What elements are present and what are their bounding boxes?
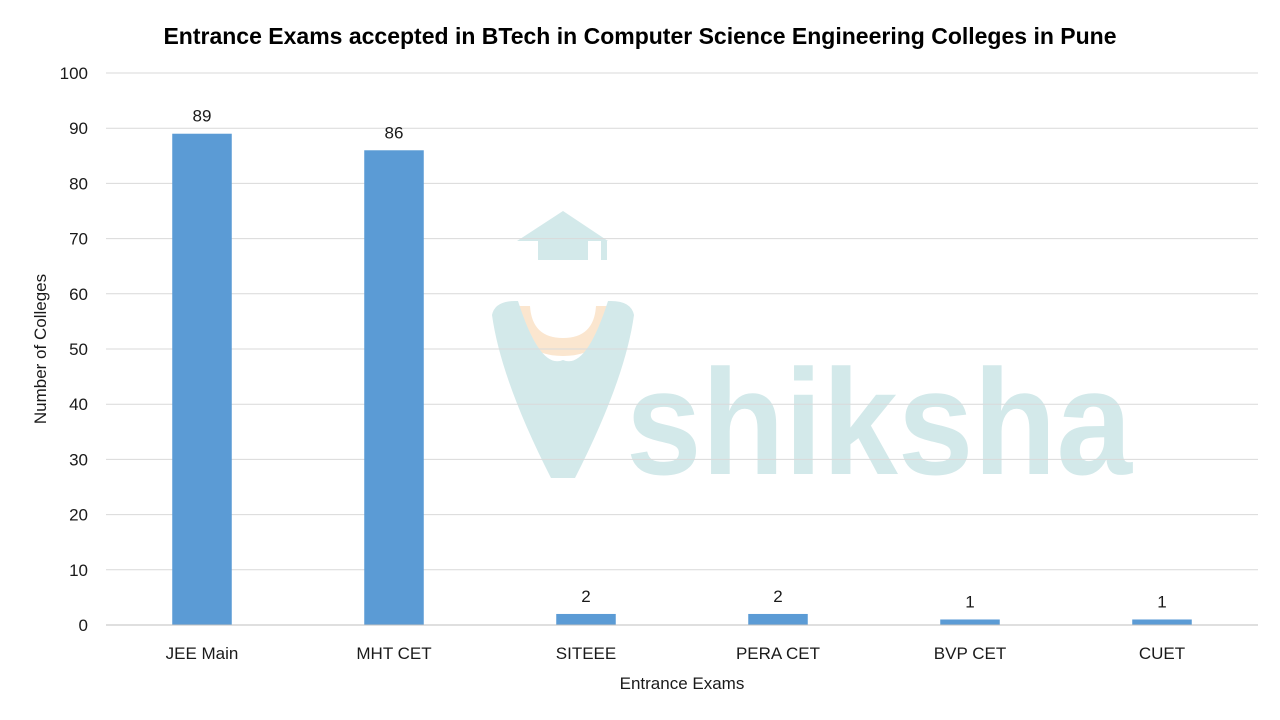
x-tick-label: CUET [1139, 644, 1185, 663]
data-label: 86 [385, 123, 404, 142]
x-tick-label: PERA CET [736, 644, 820, 663]
y-tick-label: 90 [69, 119, 88, 138]
data-label: 1 [1157, 592, 1166, 611]
bar [172, 133, 232, 625]
chart-title: Entrance Exams accepted in BTech in Comp… [163, 23, 1116, 49]
gridlines [106, 72, 1258, 571]
shiksha-watermark-logo: shiksha [492, 211, 1133, 506]
pen-nib-icon [492, 300, 634, 478]
smile-arc-icon [514, 306, 612, 356]
y-tick-label: 60 [69, 285, 88, 304]
y-tick-label: 40 [69, 395, 88, 414]
x-tick-label: MHT CET [356, 644, 431, 663]
x-tick-label: JEE Main [166, 644, 239, 663]
y-tick-label: 20 [69, 506, 88, 525]
bar-series [172, 133, 1192, 625]
bar [940, 619, 1000, 625]
y-tick-label: 50 [69, 340, 88, 359]
data-label: 89 [193, 107, 212, 126]
x-axis-ticks: JEE Main MHT CET SITEEE PERA CET BVP CET CUET [166, 644, 1186, 663]
data-label: 2 [773, 587, 782, 606]
y-tick-label: 0 [79, 616, 88, 635]
bar [556, 613, 616, 625]
y-tick-label: 10 [69, 561, 88, 580]
bar [364, 150, 424, 625]
bar [1132, 619, 1192, 625]
watermark-text: shiksha [626, 338, 1133, 506]
y-tick-label: 100 [60, 64, 88, 83]
x-axis-label: Entrance Exams [620, 674, 745, 693]
data-label: 1 [965, 592, 974, 611]
x-tick-label: BVP CET [934, 644, 1006, 663]
graduation-cap-icon [517, 211, 608, 260]
y-tick-label: 80 [69, 174, 88, 193]
y-axis-ticks: 0 10 20 30 40 50 60 70 80 90 100 [60, 64, 88, 635]
bar [748, 613, 808, 625]
data-label: 2 [581, 587, 590, 606]
y-axis-label: Number of Colleges [31, 274, 50, 424]
y-tick-label: 30 [69, 450, 88, 469]
x-tick-label: SITEEE [556, 644, 616, 663]
y-tick-label: 70 [69, 230, 88, 249]
data-labels: 89 86 2 2 1 1 [193, 107, 1167, 612]
